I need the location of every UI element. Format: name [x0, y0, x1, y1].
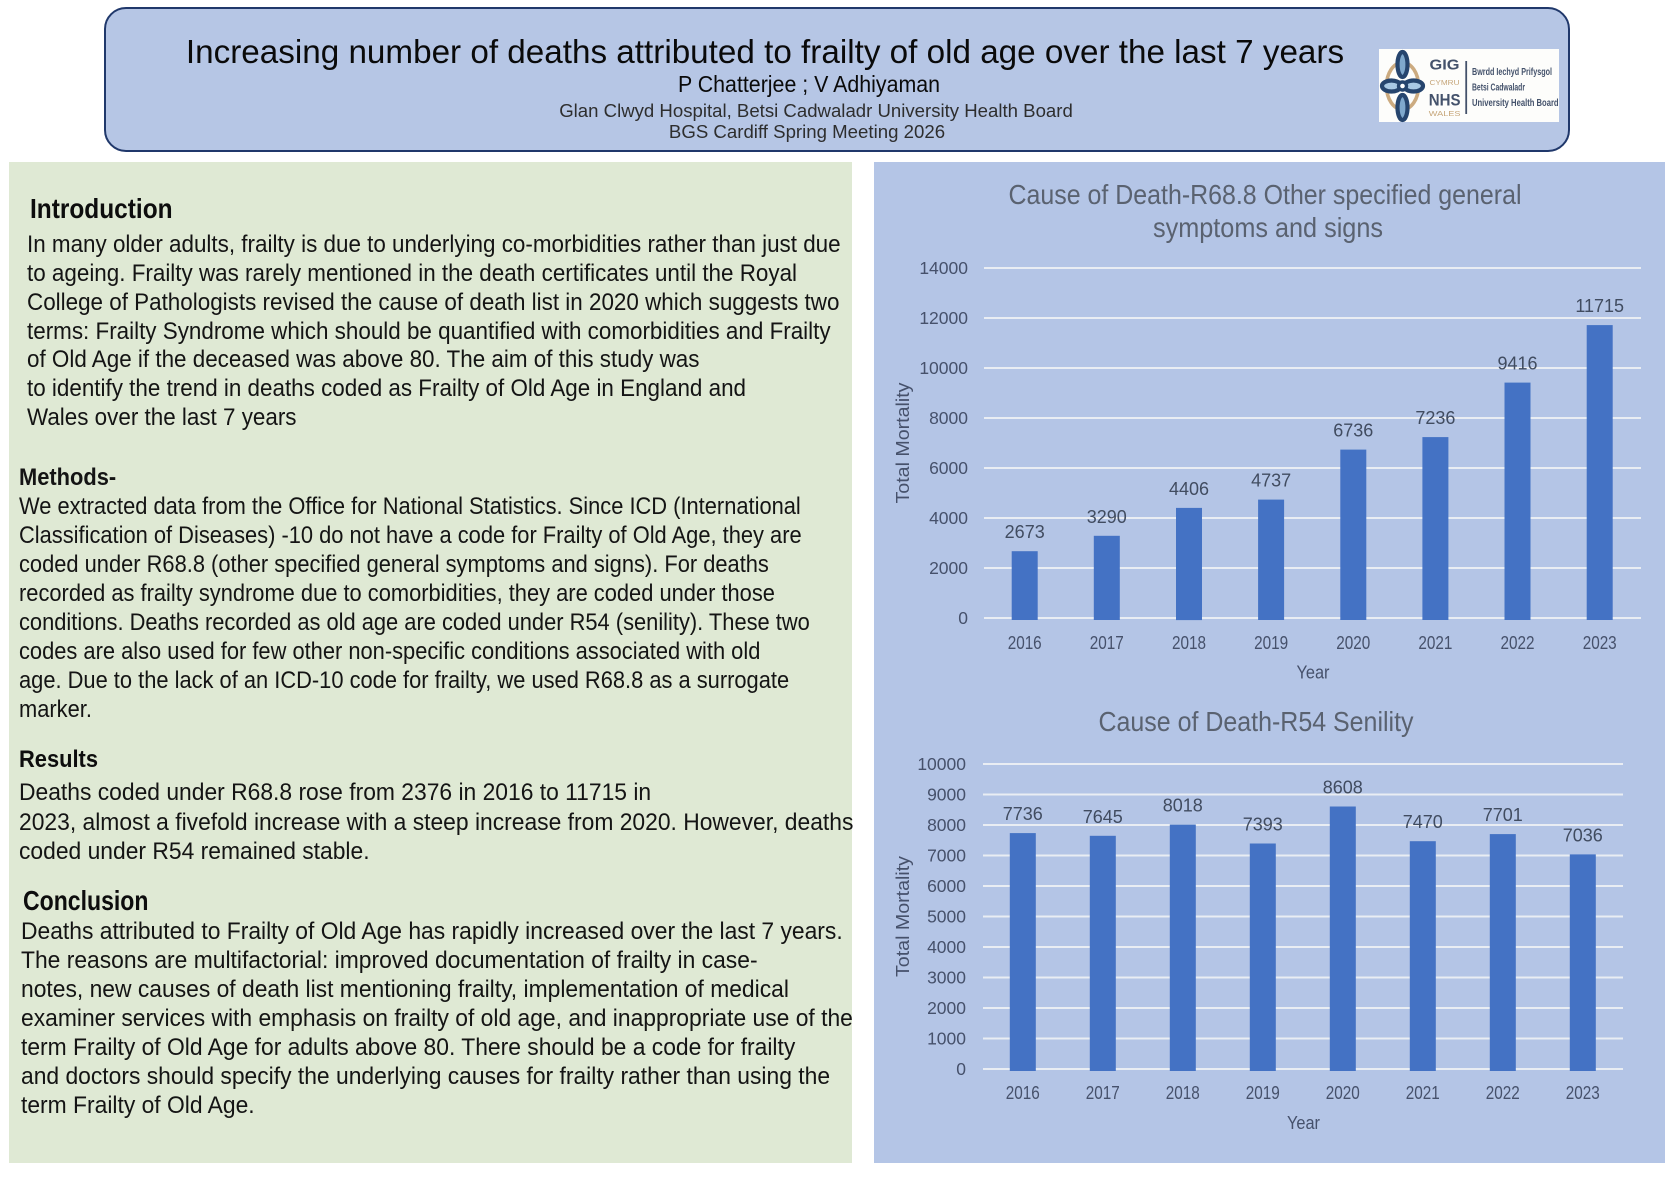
- svg-text:2018: 2018: [1166, 1083, 1200, 1103]
- svg-text:2673: 2673: [1005, 522, 1045, 542]
- svg-text:7701: 7701: [1483, 805, 1523, 825]
- svg-text:2022: 2022: [1486, 1083, 1520, 1103]
- svg-text:14000: 14000: [919, 258, 968, 278]
- svg-text:2019: 2019: [1254, 633, 1288, 653]
- svg-text:5000: 5000: [927, 907, 966, 927]
- svg-text:2016: 2016: [1006, 1083, 1040, 1103]
- svg-text:Cause of Death-R68.8 Other spe: Cause of Death-R68.8 Other specified gen…: [1009, 179, 1522, 210]
- svg-text:2018: 2018: [1172, 633, 1206, 653]
- svg-text:Year: Year: [1287, 1113, 1320, 1133]
- svg-text:2017: 2017: [1086, 1083, 1120, 1103]
- svg-text:12000: 12000: [919, 308, 968, 328]
- svg-text:WALES: WALES: [1429, 109, 1461, 118]
- svg-text:Bwrdd Iechyd Prifysgol: Bwrdd Iechyd Prifysgol: [1472, 66, 1552, 78]
- svg-text:CYMRU: CYMRU: [1430, 78, 1460, 87]
- svg-text:10000: 10000: [919, 358, 968, 378]
- svg-text:7736: 7736: [1003, 804, 1043, 824]
- svg-text:7036: 7036: [1563, 825, 1603, 845]
- svg-text:0: 0: [958, 608, 968, 628]
- svg-text:1000: 1000: [927, 1029, 966, 1049]
- svg-text:3000: 3000: [927, 968, 966, 988]
- svg-text:2023: 2023: [1583, 633, 1617, 653]
- svg-text:7236: 7236: [1415, 408, 1455, 428]
- svg-text:NHS: NHS: [1429, 91, 1461, 110]
- svg-text:9416: 9416: [1497, 354, 1537, 374]
- svg-text:2020: 2020: [1336, 633, 1370, 653]
- svg-text:8000: 8000: [929, 408, 968, 428]
- svg-text:2017: 2017: [1090, 633, 1124, 653]
- svg-text:2000: 2000: [929, 558, 968, 578]
- svg-text:6000: 6000: [929, 458, 968, 478]
- svg-text:8018: 8018: [1163, 795, 1203, 815]
- svg-text:11715: 11715: [1575, 296, 1624, 316]
- svg-text:2021: 2021: [1418, 633, 1452, 653]
- svg-text:10000: 10000: [917, 754, 966, 774]
- svg-text:2021: 2021: [1406, 1083, 1440, 1103]
- svg-text:GIG: GIG: [1430, 57, 1460, 74]
- svg-text:7470: 7470: [1403, 812, 1443, 832]
- svg-text:7000: 7000: [927, 846, 966, 866]
- svg-text:6000: 6000: [927, 876, 966, 896]
- svg-text:7393: 7393: [1243, 815, 1283, 835]
- svg-text:2016: 2016: [1008, 633, 1042, 653]
- svg-text:Total Mortality: Total Mortality: [893, 856, 913, 977]
- svg-text:7645: 7645: [1083, 807, 1123, 827]
- svg-text:Total Mortality: Total Mortality: [893, 383, 913, 504]
- svg-text:Betsi Cadwaladr: Betsi Cadwaladr: [1472, 82, 1525, 94]
- svg-text:2022: 2022: [1501, 633, 1535, 653]
- svg-text:9000: 9000: [927, 785, 966, 805]
- svg-text:2023: 2023: [1566, 1083, 1600, 1103]
- svg-text:4000: 4000: [927, 937, 966, 957]
- svg-text:2019: 2019: [1246, 1083, 1280, 1103]
- svg-text:2020: 2020: [1326, 1083, 1360, 1103]
- svg-text:4406: 4406: [1169, 479, 1209, 499]
- svg-text:8608: 8608: [1323, 777, 1363, 797]
- svg-text:2000: 2000: [927, 998, 966, 1018]
- svg-text:0: 0: [956, 1059, 966, 1079]
- svg-text:6736: 6736: [1333, 421, 1373, 441]
- svg-text:8000: 8000: [927, 815, 966, 835]
- svg-text:4737: 4737: [1251, 471, 1291, 491]
- svg-text:University Health Board: University Health Board: [1472, 97, 1559, 109]
- svg-text:symptoms and signs: symptoms and signs: [1153, 212, 1383, 243]
- svg-text:4000: 4000: [929, 508, 968, 528]
- svg-text:3290: 3290: [1087, 507, 1127, 527]
- svg-text:Year: Year: [1297, 663, 1330, 683]
- svg-text:Cause of Death-R54 Senility: Cause of Death-R54 Senility: [1099, 706, 1414, 737]
